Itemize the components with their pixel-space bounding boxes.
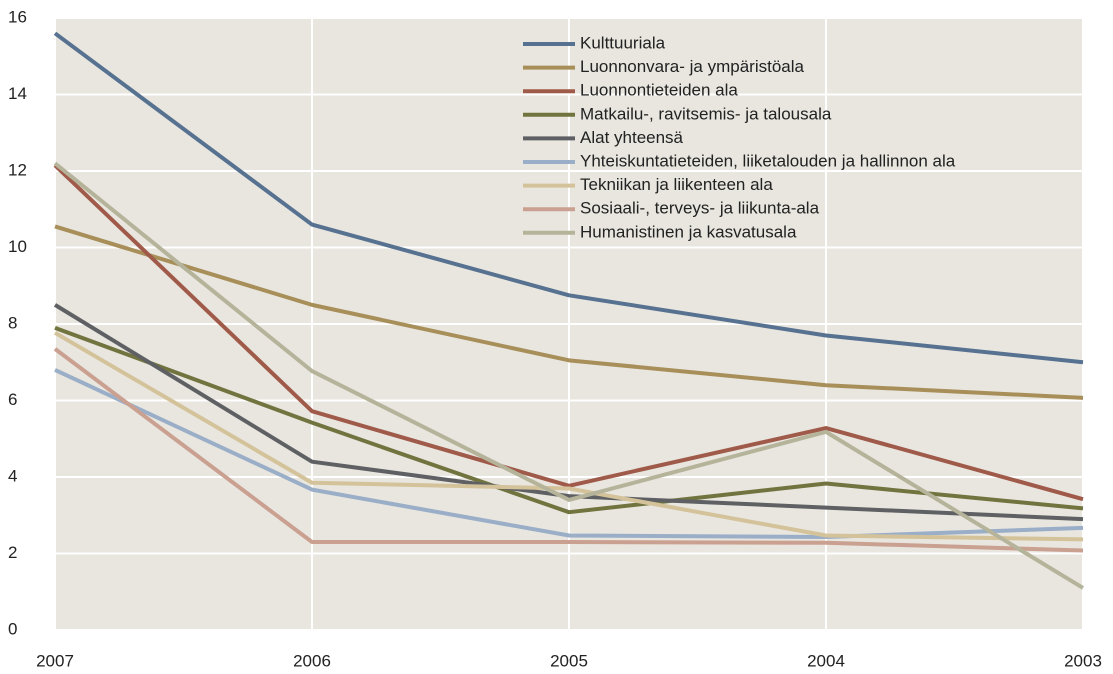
series-line: [53, 303, 1084, 522]
legend-label: Matkailu-, ravitsemis- ja talousala: [580, 104, 832, 123]
series-line: [54, 325, 1084, 515]
legend-label: Luonnontieteiden ala: [580, 81, 738, 100]
x-tick-label: 2004: [807, 651, 845, 670]
y-tick-label: 12: [8, 160, 27, 179]
y-tick-label: 14: [8, 84, 27, 103]
series-line: [54, 368, 1084, 540]
legend-label: Kulttuuriala: [580, 33, 666, 52]
y-tick-label: 0: [8, 619, 17, 638]
legend-label: Yhteiskuntatieteiden, liiketalouden ja h…: [580, 151, 956, 170]
x-tick-label: 2003: [1064, 651, 1102, 670]
legend-label: Humanistinen ja kasvatusala: [580, 222, 797, 241]
series-line: [53, 161, 1085, 590]
series-line: [54, 224, 1084, 400]
x-tick-label: 2007: [36, 651, 74, 670]
series-line: [53, 331, 1084, 542]
legend-label: Luonnonvara- ja ympäristöala: [580, 57, 805, 76]
y-tick-label: 4: [8, 466, 17, 485]
x-tick-label: 2006: [293, 651, 331, 670]
legend-label: Alat yhteensä: [580, 128, 684, 147]
y-tick-label: 8: [8, 313, 17, 332]
y-tick-label: 2: [8, 543, 17, 562]
x-tick-label: 2005: [550, 651, 588, 670]
series-line: [53, 347, 1084, 553]
series-line: [53, 31, 1084, 365]
y-tick-label: 6: [8, 390, 17, 409]
y-tick-label: 10: [8, 237, 27, 256]
series-line: [53, 163, 1084, 502]
y-tick-label: 16: [8, 7, 27, 26]
legend-label: Tekniikan ja liikenteen ala: [580, 175, 773, 194]
legend-label: Sosiaali-, terveys- ja liikunta-ala: [580, 199, 820, 218]
